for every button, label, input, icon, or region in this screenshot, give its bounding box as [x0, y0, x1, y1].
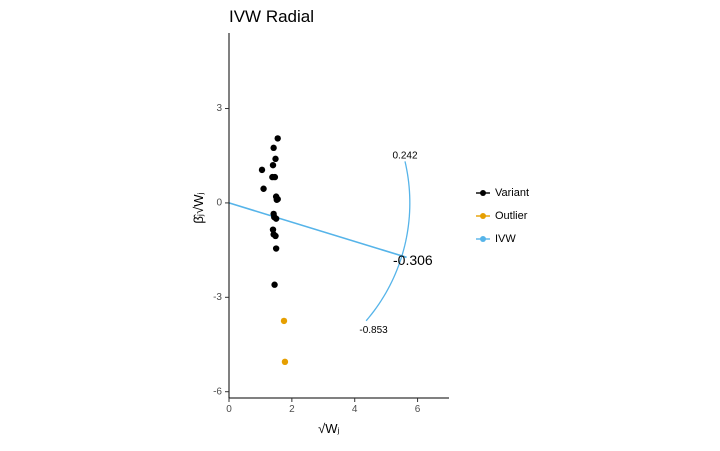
chart-title: IVW Radial — [229, 7, 314, 26]
variant-point — [258, 166, 266, 174]
ivw-annotation: -0.853 — [359, 325, 388, 336]
variant-point — [272, 215, 280, 222]
y-axis-label: β̂ⱼ√Wⱼ — [191, 192, 206, 223]
legend: Variant Outlier IVW — [476, 187, 529, 245]
y-tick-label: -6 — [213, 386, 222, 397]
variant-point — [274, 135, 281, 142]
variant-point — [272, 155, 279, 163]
ivw-line — [228, 202, 407, 259]
variant-point — [270, 144, 277, 152]
variant-point — [272, 245, 280, 252]
variant-point — [271, 281, 278, 288]
legend-marker — [480, 213, 486, 219]
confidence-arc — [365, 161, 411, 322]
x-axis-label: √Wⱼ — [318, 421, 340, 436]
variant-point — [271, 173, 279, 181]
legend-marker — [480, 236, 486, 242]
y-tick-label: -3 — [213, 292, 222, 303]
variant-point — [272, 232, 279, 240]
variant-point — [269, 226, 277, 233]
y-tick-label: 0 — [216, 198, 222, 209]
legend-label: Variant — [495, 187, 529, 199]
legend-marker — [480, 190, 486, 196]
x-tick-label: 2 — [289, 404, 295, 415]
outlier-point — [280, 317, 288, 325]
x-tick-label: 6 — [415, 404, 421, 415]
ivw-annotation: -0.306 — [393, 252, 433, 268]
variant-point — [274, 195, 281, 203]
y-tick-label: 3 — [216, 103, 222, 114]
variant-point — [260, 185, 267, 192]
plot-area: 0.242 -0.306 -0.853 — [228, 135, 433, 366]
outlier-point — [281, 358, 289, 366]
x-tick-label: 4 — [352, 404, 358, 415]
legend-label: Outlier — [495, 210, 528, 222]
variant-point — [269, 161, 277, 169]
ivw-annotation: 0.242 — [392, 150, 417, 161]
legend-label: IVW — [495, 233, 516, 245]
x-tick-label: 0 — [226, 404, 232, 415]
axes: 0 2 4 6 -6 -3 0 3 √Wⱼ β̂ⱼ√Wⱼ — [191, 33, 449, 436]
